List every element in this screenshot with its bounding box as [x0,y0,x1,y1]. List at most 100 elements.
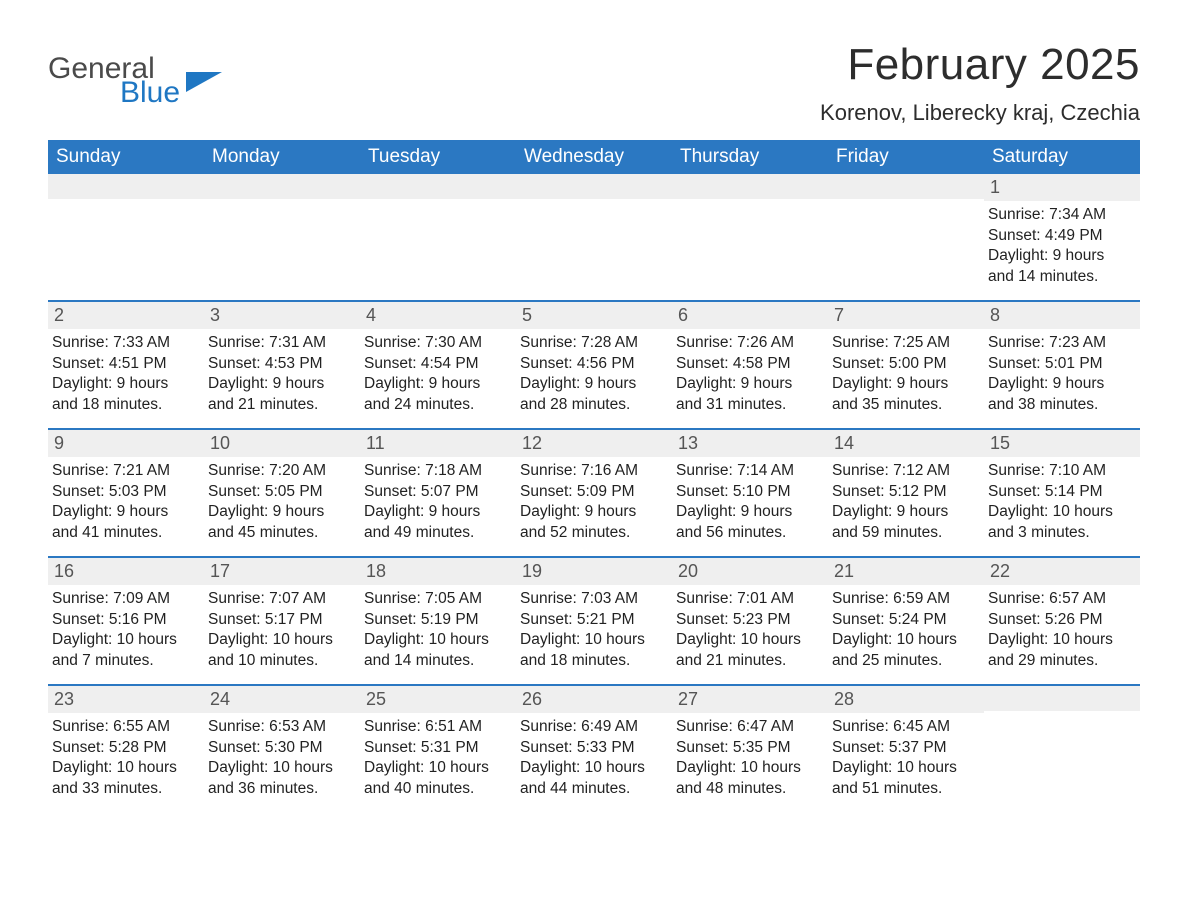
empty-day-strip [984,686,1140,711]
day-number: 9 [48,430,204,457]
day-details: Sunrise: 7:18 AMSunset: 5:07 PMDaylight:… [360,457,516,543]
sunrise-line: Sunrise: 7:23 AM [988,333,1134,353]
day-details: Sunrise: 7:05 AMSunset: 5:19 PMDaylight:… [360,585,516,671]
daylight-line: Daylight: 9 hours and 56 minutes. [676,502,822,543]
calendar-day-cell: 2Sunrise: 7:33 AMSunset: 4:51 PMDaylight… [48,302,204,428]
sunset-line: Sunset: 5:17 PM [208,610,354,630]
calendar-day-cell: 19Sunrise: 7:03 AMSunset: 5:21 PMDayligh… [516,558,672,684]
day-number: 7 [828,302,984,329]
sunset-line: Sunset: 5:30 PM [208,738,354,758]
day-details: Sunrise: 7:20 AMSunset: 5:05 PMDaylight:… [204,457,360,543]
sunset-line: Sunset: 5:37 PM [832,738,978,758]
day-number: 1 [984,174,1140,201]
day-number: 18 [360,558,516,585]
day-details: Sunrise: 6:59 AMSunset: 5:24 PMDaylight:… [828,585,984,671]
day-number: 28 [828,686,984,713]
sunset-line: Sunset: 5:26 PM [988,610,1134,630]
daylight-line: Daylight: 10 hours and 3 minutes. [988,502,1134,543]
calendar-day-cell: 27Sunrise: 6:47 AMSunset: 5:35 PMDayligh… [672,686,828,812]
sunset-line: Sunset: 5:12 PM [832,482,978,502]
sunrise-line: Sunrise: 7:10 AM [988,461,1134,481]
calendar-week-row: 9Sunrise: 7:21 AMSunset: 5:03 PMDaylight… [48,430,1140,556]
sunrise-line: Sunrise: 7:18 AM [364,461,510,481]
calendar-day-cell [672,174,828,300]
empty-day-strip [828,174,984,199]
sunrise-line: Sunrise: 7:03 AM [520,589,666,609]
day-number: 3 [204,302,360,329]
weekday-header-row: Sunday Monday Tuesday Wednesday Thursday… [48,140,1140,174]
sunset-line: Sunset: 4:56 PM [520,354,666,374]
calendar-week-row: 1Sunrise: 7:34 AMSunset: 4:49 PMDaylight… [48,174,1140,300]
sunset-line: Sunset: 5:23 PM [676,610,822,630]
sunset-line: Sunset: 4:58 PM [676,354,822,374]
calendar-day-cell: 11Sunrise: 7:18 AMSunset: 5:07 PMDayligh… [360,430,516,556]
daylight-line: Daylight: 9 hours and 28 minutes. [520,374,666,415]
weekday-header: Friday [828,140,984,174]
daylight-line: Daylight: 10 hours and 29 minutes. [988,630,1134,671]
day-number: 6 [672,302,828,329]
sunset-line: Sunset: 5:31 PM [364,738,510,758]
day-number: 14 [828,430,984,457]
sunset-line: Sunset: 5:07 PM [364,482,510,502]
daylight-line: Daylight: 10 hours and 25 minutes. [832,630,978,671]
sunrise-line: Sunrise: 6:57 AM [988,589,1134,609]
calendar-day-cell: 22 Sunrise: 6:57 AMSunset: 5:26 PMDayligh… [984,558,1140,684]
sunrise-line: Sunrise: 6:53 AM [208,717,354,737]
day-details: Sunrise: 6:53 AMSunset: 5:30 PMDaylight:… [204,713,360,799]
calendar-day-cell: 7Sunrise: 7:25 AMSunset: 5:00 PMDaylight… [828,302,984,428]
empty-day-strip [48,174,204,199]
day-number: 12 [516,430,672,457]
day-details: Sunrise: 7:14 AMSunset: 5:10 PMDaylight:… [672,457,828,543]
daylight-line: Daylight: 10 hours and 7 minutes. [52,630,198,671]
calendar-day-cell: 8Sunrise: 7:23 AMSunset: 5:01 PMDaylight… [984,302,1140,428]
calendar-week-row: 2Sunrise: 7:33 AMSunset: 4:51 PMDaylight… [48,302,1140,428]
weekday-header: Monday [204,140,360,174]
day-number: 20 [672,558,828,585]
sunrise-line: Sunrise: 7:28 AM [520,333,666,353]
sunset-line: Sunset: 5:19 PM [364,610,510,630]
day-details: Sunrise: 6:55 AMSunset: 5:28 PMDaylight:… [48,713,204,799]
day-number: 22 [984,558,1140,585]
calendar-day-cell: 6 Sunrise: 7:26 AMSunset: 4:58 PMDaylight… [672,302,828,428]
daylight-line: Daylight: 9 hours and 21 minutes. [208,374,354,415]
sunrise-line: Sunrise: 7:20 AM [208,461,354,481]
calendar-day-cell [828,174,984,300]
day-details: Sunrise: 7:16 AMSunset: 5:09 PMDaylight:… [516,457,672,543]
daylight-line: Daylight: 9 hours and 31 minutes. [676,374,822,415]
day-details: Sunrise: 7:28 AMSunset: 4:56 PMDaylight:… [516,329,672,415]
day-number: 25 [360,686,516,713]
daylight-line: Daylight: 9 hours and 14 minutes. [988,246,1134,287]
calendar-day-cell [984,686,1140,812]
sunset-line: Sunset: 5:14 PM [988,482,1134,502]
day-details: Sunrise: 7:10 AMSunset: 5:14 PMDaylight:… [984,457,1140,543]
title-block: February 2025 Korenov, Liberecky kraj, C… [820,40,1140,126]
sunrise-line: Sunrise: 7:16 AM [520,461,666,481]
daylight-line: Daylight: 10 hours and 40 minutes. [364,758,510,799]
day-number: 5 [516,302,672,329]
weekday-header: Wednesday [516,140,672,174]
sunrise-line: Sunrise: 6:59 AM [832,589,978,609]
sunrise-line: Sunrise: 6:49 AM [520,717,666,737]
calendar-day-cell: 18Sunrise: 7:05 AMSunset: 5:19 PMDayligh… [360,558,516,684]
daylight-line: Daylight: 9 hours and 35 minutes. [832,374,978,415]
sunset-line: Sunset: 5:21 PM [520,610,666,630]
sunrise-line: Sunrise: 7:01 AM [676,589,822,609]
daylight-line: Daylight: 10 hours and 48 minutes. [676,758,822,799]
daylight-line: Daylight: 10 hours and 36 minutes. [208,758,354,799]
daylight-line: Daylight: 9 hours and 52 minutes. [520,502,666,543]
day-details: Sunrise: 7:25 AMSunset: 5:00 PMDaylight:… [828,329,984,415]
logo-mark-icon [186,72,222,92]
calendar-day-cell: 14Sunrise: 7:12 AMSunset: 5:12 PMDayligh… [828,430,984,556]
day-number: 13 [672,430,828,457]
sunset-line: Sunset: 5:24 PM [832,610,978,630]
sunrise-line: Sunrise: 7:26 AM [676,333,822,353]
day-number: 24 [204,686,360,713]
month-title: February 2025 [820,40,1140,90]
day-details: Sunrise: 7:09 AMSunset: 5:16 PMDaylight:… [48,585,204,671]
day-details: Sunrise: 7:23 AMSunset: 5:01 PMDaylight:… [984,329,1140,415]
calendar-day-cell: 16Sunrise: 7:09 AMSunset: 5:16 PMDayligh… [48,558,204,684]
logo: General Blue [48,40,222,108]
day-details: Sunrise: 6:51 AMSunset: 5:31 PMDaylight:… [360,713,516,799]
calendar-day-cell [204,174,360,300]
day-details: Sunrise: 6:45 AMSunset: 5:37 PMDaylight:… [828,713,984,799]
